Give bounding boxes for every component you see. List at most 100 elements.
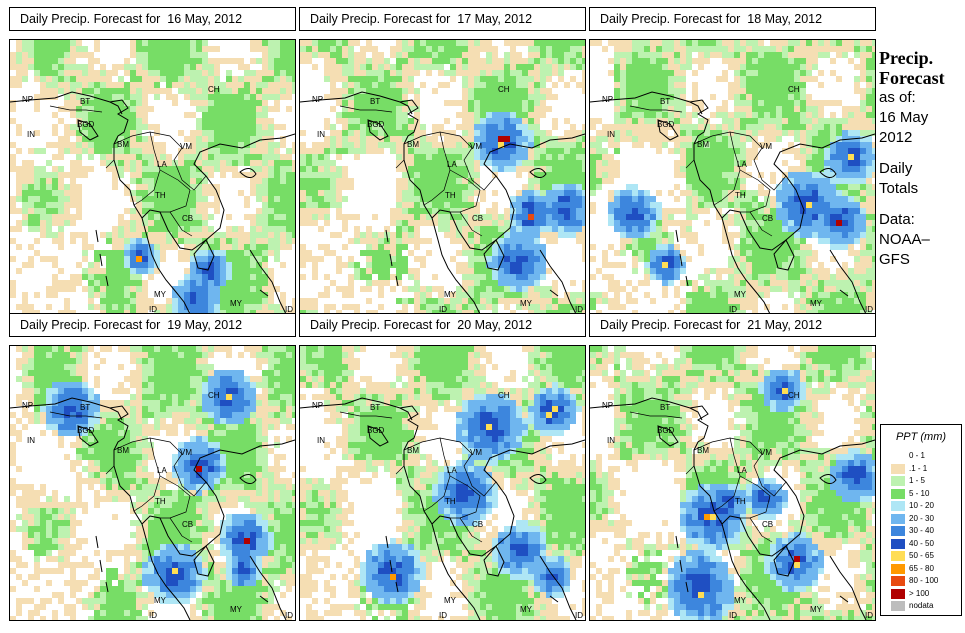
precip-cell [480, 118, 486, 124]
precip-cell [414, 244, 420, 250]
precip-cell [154, 154, 160, 160]
precip-cell [806, 154, 812, 160]
precip-cell [758, 268, 764, 274]
precip-cell [576, 82, 582, 88]
precip-cell [274, 226, 280, 232]
precip-cell [776, 70, 782, 76]
precip-cell [34, 64, 40, 70]
precip-cell [426, 58, 432, 64]
precip-cell [656, 220, 662, 226]
precip-cell [300, 208, 306, 214]
precip-cell [390, 220, 396, 226]
precip-cell [300, 46, 306, 52]
precip-cell [324, 118, 330, 124]
precip-cell [468, 256, 474, 262]
precip-cell [734, 268, 740, 274]
precip-cell [348, 214, 354, 220]
precip-cell [420, 46, 426, 52]
precip-cell [40, 76, 46, 82]
precip-cell [420, 202, 426, 208]
precip-cell [830, 238, 836, 244]
country-label: ID [439, 305, 447, 314]
precip-cell [88, 286, 94, 292]
precip-cell [324, 220, 330, 226]
precip-cell [860, 232, 866, 238]
precip-cell [788, 214, 794, 220]
precip-cell [348, 52, 354, 58]
precip-cell [656, 64, 662, 70]
precip-cell [758, 82, 764, 88]
precip-cell [830, 190, 836, 196]
precip-cell [118, 118, 124, 124]
precip-cell [112, 286, 118, 292]
precip-cell [268, 88, 274, 94]
precip-cell [770, 70, 776, 76]
precip-cell [124, 124, 130, 130]
precip-cell [498, 274, 504, 280]
precip-cell [800, 106, 806, 112]
precip-cell [854, 154, 860, 160]
precip-cell [64, 196, 70, 202]
precip-cell [540, 154, 546, 160]
precip-cell [546, 238, 552, 244]
precip-cell [196, 178, 202, 184]
precip-cell [208, 64, 214, 70]
precip-cell [516, 106, 522, 112]
precip-cell [746, 268, 752, 274]
precip-cell [82, 250, 88, 256]
precip-cell [58, 148, 64, 154]
precip-cell [806, 202, 812, 208]
precip-cell [674, 52, 680, 58]
precip-cell [396, 178, 402, 184]
precip-cell [848, 112, 854, 118]
precip-cell [88, 166, 94, 172]
precip-cell [638, 190, 644, 196]
precip-cell [226, 82, 232, 88]
precip-cell [112, 280, 118, 286]
precip-cell [812, 280, 818, 286]
precip-cell [788, 208, 794, 214]
precip-cell [432, 214, 438, 220]
precip-cell [22, 208, 28, 214]
precip-cell [184, 166, 190, 172]
precip-cell [366, 280, 372, 286]
precip-cell [292, 166, 295, 172]
precip-cell [202, 82, 208, 88]
precip-cell [872, 280, 875, 286]
precip-cell [510, 46, 516, 52]
precip-cell [148, 304, 154, 310]
precip-cell [136, 154, 142, 160]
precip-cell [704, 148, 710, 154]
precip-cell [680, 166, 686, 172]
precip-cell [540, 88, 546, 94]
precip-cell [782, 220, 788, 226]
precip-cell [142, 136, 148, 142]
precip-cell [516, 40, 522, 46]
precip-cell [848, 40, 854, 46]
precip-cell [76, 118, 82, 124]
precip-cell [764, 286, 770, 292]
precip-cell [136, 250, 142, 256]
precip-cell [722, 232, 728, 238]
precip-cell [94, 124, 100, 130]
precip-cell [830, 58, 836, 64]
precip-cell [794, 202, 800, 208]
precip-cell [312, 256, 318, 262]
precip-cell [348, 130, 354, 136]
precip-cell [752, 88, 758, 94]
precip-cell [244, 100, 250, 106]
precip-cell [456, 232, 462, 238]
precip-cell [262, 88, 268, 94]
precip-cell [552, 238, 558, 244]
precip-cell [582, 202, 585, 208]
precip-cell [504, 208, 510, 214]
precip-cell [734, 292, 740, 298]
precip-cell [384, 94, 390, 100]
precip-cell [510, 94, 516, 100]
precip-cell [692, 100, 698, 106]
precip-cell [444, 232, 450, 238]
precip-cell [752, 112, 758, 118]
precip-cell [570, 202, 576, 208]
precip-cell [100, 160, 106, 166]
precip-cell [498, 268, 504, 274]
